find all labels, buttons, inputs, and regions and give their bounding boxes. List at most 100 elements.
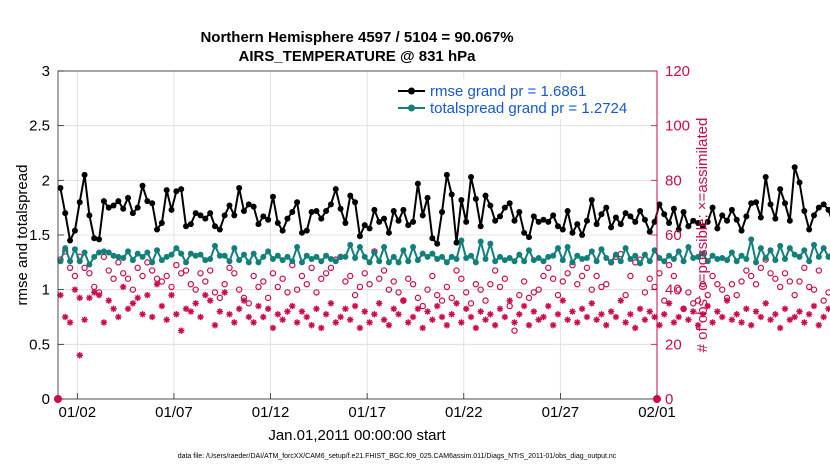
rmse-point (719, 212, 726, 219)
assimilated-obs-point (327, 300, 335, 307)
possible-obs-point (545, 264, 552, 271)
possible-obs-point (743, 267, 750, 274)
rmse-point (675, 226, 682, 233)
assimilated-obs-point (487, 311, 494, 318)
totalspread-point (453, 256, 460, 263)
totalspread-point (366, 259, 373, 266)
assimilated-obs-point (318, 324, 325, 332)
totalspread-point (685, 244, 692, 251)
totalspread-point (245, 259, 252, 266)
possible-obs-point (757, 264, 765, 271)
possible-obs-point (665, 261, 673, 269)
possible-obs-point (776, 283, 784, 291)
assimilated-obs-point (704, 302, 711, 310)
rmse-point (530, 213, 537, 220)
rmse-point (521, 229, 528, 236)
assimilated-obs-point (714, 308, 721, 315)
totalspread-point (120, 254, 127, 261)
possible-obs-point (825, 289, 830, 296)
totalspread-point (810, 241, 817, 248)
rmse-point (260, 213, 267, 220)
totalspread-point (76, 258, 83, 265)
chart-title-line1: Northern Hemisphere 4597 / 5104 = 90.067… (200, 29, 513, 46)
totalspread-point (492, 258, 499, 265)
totalspread-point (448, 253, 455, 260)
assimilated-obs-point (148, 313, 156, 321)
totalspread-point (221, 252, 228, 259)
totalspread-point (100, 248, 107, 255)
possible-obs-point (815, 267, 823, 274)
assimilated-obs-point (342, 305, 349, 312)
totalspread-point (506, 254, 513, 261)
rmse-point (588, 197, 595, 204)
possible-obs-point (549, 275, 557, 282)
possible-obs-point (801, 264, 808, 271)
rmse-point (240, 207, 247, 214)
totalspread-point (525, 247, 532, 254)
rmse-point (641, 216, 648, 223)
totalspread-point (540, 258, 547, 265)
rmse-point (497, 213, 504, 220)
x-axis-label: Jan.01,2011 00:00:00 start (268, 427, 446, 444)
assimilated-obs-point (733, 311, 740, 318)
assimilated-obs-point (443, 322, 451, 329)
rmse-point (468, 174, 475, 181)
rmse-point (525, 234, 532, 241)
rmse-point (390, 207, 397, 214)
totalspread-point (255, 259, 262, 266)
assimilated-obs-point (206, 297, 214, 304)
assimilated-obs-point (632, 324, 639, 332)
assimilated-obs-point (709, 319, 716, 326)
possible-obs-point (728, 281, 736, 288)
possible-obs-point (409, 281, 417, 288)
y-tick-label: 2 (42, 172, 50, 189)
totalspread-point (347, 241, 354, 248)
possible-obs-point (791, 291, 798, 299)
possible-obs-point (182, 267, 190, 274)
rmse-point (511, 217, 518, 224)
rmse-point (685, 223, 692, 230)
assimilated-obs-point (458, 319, 465, 326)
possible-obs-point (491, 267, 499, 274)
totalspread-point (168, 251, 175, 258)
possible-obs-point (322, 270, 330, 277)
rmse-point (134, 204, 141, 211)
assimilated-obs-point (168, 291, 175, 299)
possible-obs-point (395, 289, 402, 296)
assimilated-obs-point (298, 308, 306, 315)
assimilated-obs-point (409, 313, 417, 321)
totalspread-point (762, 254, 769, 261)
rmse-point (767, 201, 774, 208)
totalspread-point (806, 258, 813, 265)
assimilated-obs-point (694, 322, 702, 329)
assimilated-obs-point (810, 302, 818, 310)
rmse-point (76, 199, 83, 206)
totalspread-point (385, 259, 392, 266)
possible-obs-point (202, 278, 209, 285)
totalspread-point (187, 250, 194, 257)
totalspread-point (719, 254, 726, 261)
possible-obs-point (559, 278, 567, 285)
possible-obs-point (438, 297, 446, 304)
totalspread-point (627, 256, 634, 263)
possible-obs-point (588, 286, 595, 293)
rmse-point (748, 200, 755, 207)
possible-obs-point (530, 289, 538, 296)
y-right-tick-label: 120 (665, 63, 690, 80)
assimilated-obs-point (554, 311, 562, 318)
rmse-point (149, 200, 156, 207)
assimilated-obs-point (791, 313, 798, 321)
assimilated-obs-point (501, 313, 509, 321)
totalspread-point (211, 242, 218, 249)
totalspread-point (303, 252, 310, 259)
totalspread-point (637, 260, 644, 267)
rmse-point (612, 214, 619, 221)
totalspread-point (569, 259, 576, 266)
x-tick-label: 01/22 (445, 404, 483, 421)
totalspread-point (91, 253, 98, 260)
assimilated-obs-point (240, 297, 248, 304)
rmse-point (211, 223, 218, 230)
totalspread-point (656, 254, 663, 261)
possible-obs-point (477, 286, 484, 293)
possible-obs-point (641, 289, 649, 296)
